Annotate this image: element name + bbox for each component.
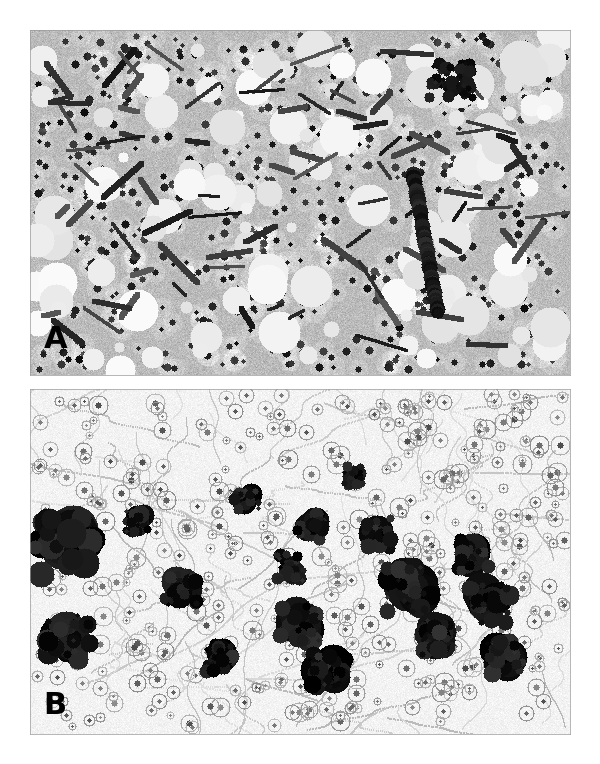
Text: B: B — [44, 691, 67, 720]
Text: A: A — [44, 325, 67, 354]
